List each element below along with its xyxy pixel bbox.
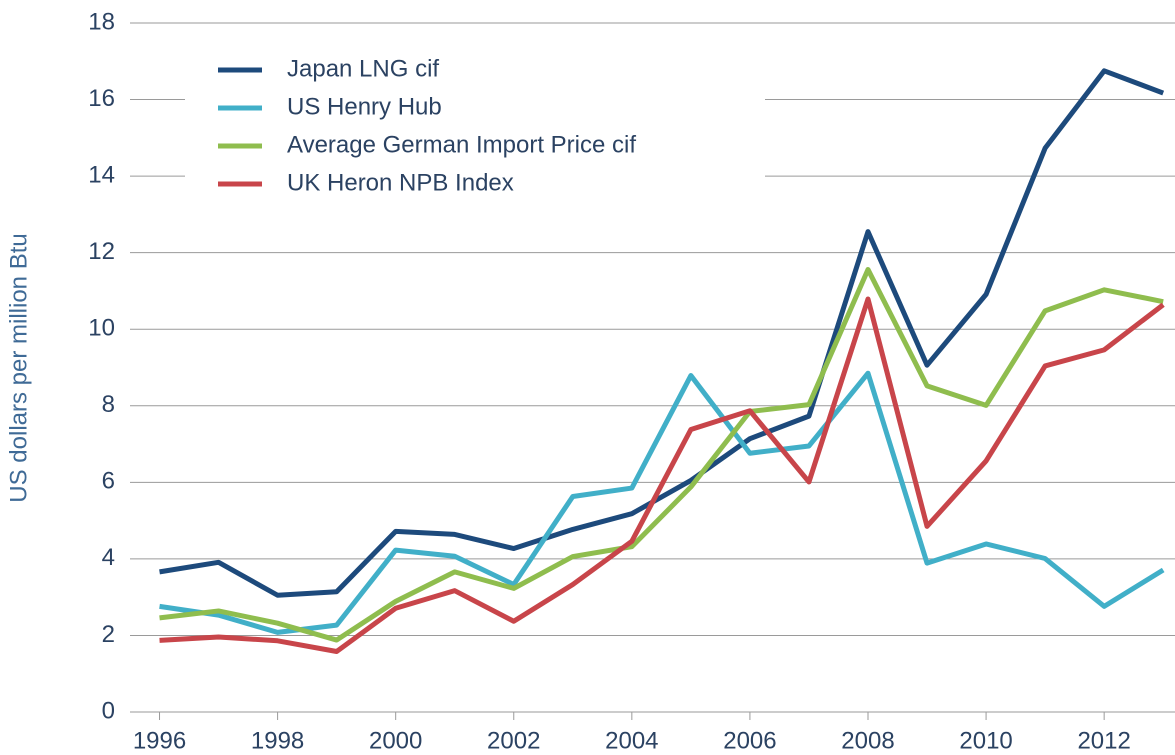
y-tick-label: 8 — [102, 391, 115, 418]
x-tick-label: 2010 — [959, 727, 1012, 754]
y-tick-label: 14 — [88, 161, 115, 188]
x-tick-label: 2006 — [723, 727, 776, 754]
legend-background — [185, 48, 765, 210]
y-tick-label: 16 — [88, 85, 115, 112]
x-tick-label: 1998 — [251, 727, 304, 754]
x-tick-label: 1996 — [133, 727, 186, 754]
series-line — [159, 68, 1165, 598]
x-tick-label: 2002 — [487, 727, 540, 754]
legend-label: US Henry Hub — [287, 93, 442, 120]
x-tick-label: 2000 — [369, 727, 422, 754]
legend-label: Average German Import Price cif — [287, 131, 636, 158]
y-tick-label: 6 — [102, 468, 115, 495]
legend-label: UK Heron NPB Index — [287, 169, 514, 196]
y-tick-label: 10 — [88, 315, 115, 342]
y-tick-label: 2 — [102, 621, 115, 648]
legend-label: Japan LNG cif — [287, 55, 439, 82]
y-tick-label: 0 — [102, 697, 115, 724]
x-tick-label: 2008 — [841, 727, 894, 754]
y-tick-label: 18 — [88, 8, 115, 35]
y-tick-label: 12 — [88, 238, 115, 265]
x-tick-label: 2004 — [605, 727, 658, 754]
series-line — [159, 296, 1165, 655]
y-axis-label: US dollars per million Btu — [5, 233, 32, 502]
x-tick-label: 2012 — [1077, 727, 1130, 754]
series-line — [159, 370, 1165, 635]
y-tick-label: 4 — [102, 544, 115, 571]
series-line — [159, 267, 1164, 643]
